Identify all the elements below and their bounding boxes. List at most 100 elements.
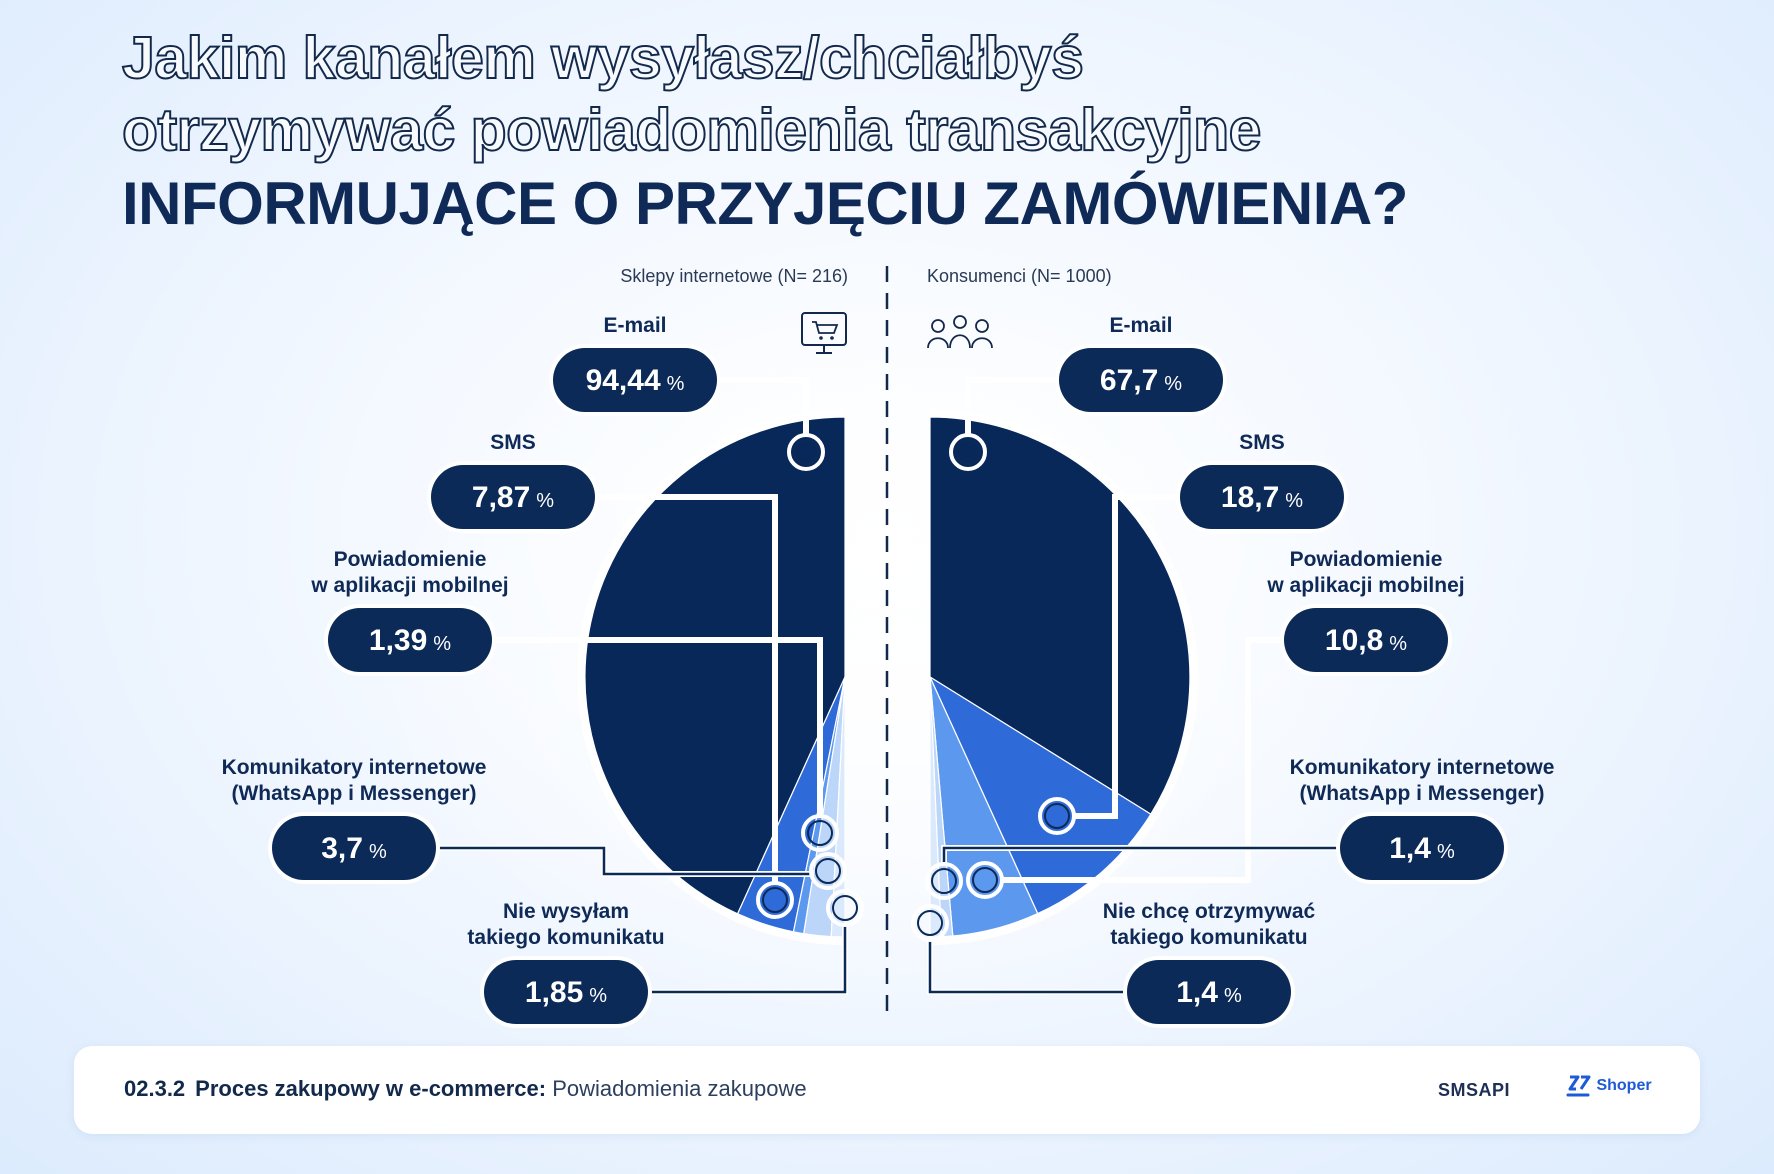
people-group-icon [927,315,993,349]
consumers-marker-5 [911,904,949,942]
consumers-value-2-value: 18,7% [1221,481,1303,514]
smsapi-logo: SMSAPI [1438,1080,1511,1100]
consumers-title: Konsumenci (N= 1000) [927,266,1112,286]
shops-value-1: 94,44% [549,344,721,416]
consumers-value-5-bg [1127,960,1291,1024]
shops-leader-5 [648,925,847,994]
shops-label-3-line-1: Powiadomienie [334,548,487,571]
shops-value-4-value: 3,7% [321,832,387,865]
consumers-label-3-line-2: w aplikacji mobilnej [1266,574,1464,597]
consumers-label-4-line-2: (WhatsApp i Messenger) [1299,782,1544,805]
shops-value-5-value: 1,85% [525,976,607,1009]
consumers-value-4: 1,4% [1336,812,1508,884]
consumers-value-2-bg [1180,465,1344,529]
consumers-value-3-value: 10,8% [1325,624,1407,657]
shops-value-5: 1,85% [480,956,652,1028]
shops-callouts: Sklepy internetowe (N= 216) E-mail 94,44 % S… [222,266,864,1028]
shops-marker-1-inner [793,439,819,465]
shops-marker-3 [801,814,839,852]
footer-breadcrumb: 02.3.2 Proces zakupowy w e-commerce: Powi… [124,1076,807,1102]
shops-leader-3 [492,638,822,816]
shops-value-1-bg [553,348,717,412]
shops-marker-1 [787,433,825,471]
shoper-logo: Shoper [1566,1074,1652,1104]
pie-slice-2 [928,675,1152,915]
shops-marker-3-inner [807,820,833,846]
consumers-value-2: 18,7% [1176,461,1348,533]
title-line-2: otrzymywać powiadomienia transakcyjne [121,96,1262,164]
shops-value-4: 3,7% [268,812,440,884]
consumers-marker-3 [966,861,1004,899]
consumers-leader-2 [1074,495,1180,818]
shoper-mark-icon [1566,1075,1591,1097]
shops-value-4-bg [272,816,436,880]
consumers-label-4-line-1: Komunikatory internetowe [1290,756,1555,779]
consumers-value-4-value: 1,4% [1389,832,1455,865]
shops-value-3-bg [328,608,492,672]
consumers-leader-3 [1002,638,1284,882]
shops-label-5-line-2: takiego komunikatu [467,926,664,949]
shop-monitor-icon [801,312,847,354]
shops-marker-4-inner [815,858,841,884]
shoper-logo-text: Shoper [1596,1077,1652,1095]
shops-leader-2 [595,495,777,883]
shops-label-5-line-1: Nie wysyłam [503,900,629,923]
shops-value-2-bg [431,465,595,529]
consumers-marker-1 [949,433,987,471]
shops-title: Sklepy internetowe (N= 216) [620,266,848,286]
shops-value-1-value: 94,44% [586,364,685,397]
consumers-value-5-value: 1,4% [1176,976,1242,1009]
shops-label-2-line-1: SMS [490,431,536,454]
shops-value-3: 1,39% [324,604,496,676]
consumers-leader-4 [942,846,1340,864]
consumers-value-1-value: 67,7% [1100,364,1182,397]
consumers-marker-2-inner [1044,803,1070,829]
consumers-marker-4-inner [931,868,957,894]
footer-section-number: 02.3.2 [124,1076,186,1101]
shops-value-2-value: 7,87% [472,481,554,514]
footer-bar: 02.3.2 Proces zakupowy w e-commerce: Powi… [74,1046,1700,1134]
consumers-marker-1-inner [955,439,981,465]
consumers-marker-2 [1038,797,1076,835]
shops-value-3-value: 1,39% [369,624,451,657]
pie-slice-1 [929,416,1191,816]
shops-label-3-line-2: w aplikacji mobilnej [310,574,508,597]
consumers-label-3-line-1: Powiadomienie [1290,548,1443,571]
shops-value-5-bg [484,960,648,1024]
shops-value-2: 7,87% [427,461,599,533]
consumers-value-3-bg [1284,608,1448,672]
consumers-value-1-bg [1059,348,1223,412]
consumers-marker-3-inner [972,867,998,893]
consumers-label-5-line-1: Nie chcę otrzymywać [1103,900,1316,923]
consumers-value-1: 67,7% [1055,344,1227,416]
shops-label-4-line-1: Komunikatory internetowe [222,756,487,779]
consumers-callouts: Konsumenci (N= 1000) E-mail 67,7 % SMS 18,7 % P… [911,266,1555,1028]
shops-marker-5 [826,889,864,927]
consumers-value-3: 10,8% [1280,604,1452,676]
consumers-leader-1 [966,378,1059,435]
consumers-label-5-line-2: takiego komunikatu [1110,926,1307,949]
shops-leader-4 [436,846,811,876]
shops-marker-2-inner [762,887,788,913]
consumers-value-4-bg [1340,816,1504,880]
shops-marker-5-inner [832,895,858,921]
footer-section-title: Proces zakupowy w e-commerce: [195,1076,547,1101]
consumers-leader-5 [928,940,1127,994]
consumers-label-2-line-1: SMS [1239,431,1285,454]
footer-subtitle: Powiadomienia zakupowe [552,1076,807,1101]
title-line-1: Jakim kanałem wysyłasz/chciałbyś [121,24,1085,92]
consumers-marker-4 [925,862,963,900]
consumers-value-5: 1,4% [1123,956,1295,1028]
shops-marker-2 [756,881,794,919]
shops-label-4-line-2: (WhatsApp i Messenger) [231,782,476,805]
consumers-marker-5-inner [917,910,943,936]
title-line-3: INFORMUJĄCE O PRZYJĘCIU ZAMÓWIENIA? [122,170,1408,237]
pie-consumers [928,409,1198,945]
pie-slice-1 [584,416,846,915]
shops-label-1-line-1: E-mail [603,314,666,337]
shops-leader-1 [717,378,808,435]
shops-marker-4 [809,852,847,890]
consumers-label-1-line-1: E-mail [1109,314,1172,337]
page-title: Jakim kanałem wysyłasz/chciałbyś otrzymy… [121,22,1622,242]
